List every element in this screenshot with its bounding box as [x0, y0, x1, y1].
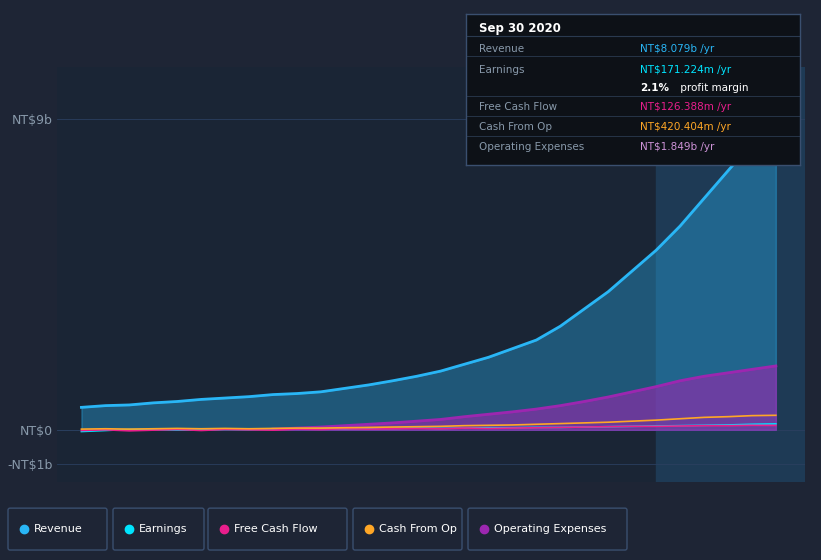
Text: NT$1.849b /yr: NT$1.849b /yr — [640, 142, 714, 152]
Text: Revenue: Revenue — [34, 524, 83, 534]
Text: NT$171.224m /yr: NT$171.224m /yr — [640, 64, 731, 74]
Text: profit margin: profit margin — [677, 83, 748, 93]
Text: NT$126.388m /yr: NT$126.388m /yr — [640, 102, 731, 113]
Text: Earnings: Earnings — [479, 64, 525, 74]
Text: Revenue: Revenue — [479, 44, 524, 54]
Text: Free Cash Flow: Free Cash Flow — [479, 102, 557, 113]
Text: 2.1%: 2.1% — [640, 83, 668, 93]
Text: Earnings: Earnings — [139, 524, 187, 534]
FancyBboxPatch shape — [468, 508, 627, 550]
Text: Sep 30 2020: Sep 30 2020 — [479, 22, 561, 35]
Text: Cash From Op: Cash From Op — [479, 122, 552, 132]
FancyBboxPatch shape — [208, 508, 347, 550]
Text: NT$420.404m /yr: NT$420.404m /yr — [640, 122, 731, 132]
FancyBboxPatch shape — [353, 508, 462, 550]
Text: Free Cash Flow: Free Cash Flow — [234, 524, 318, 534]
Bar — [656, 67, 805, 482]
Text: Operating Expenses: Operating Expenses — [479, 142, 585, 152]
Text: NT$8.079b /yr: NT$8.079b /yr — [640, 44, 714, 54]
FancyBboxPatch shape — [113, 508, 204, 550]
Text: Operating Expenses: Operating Expenses — [494, 524, 607, 534]
Text: Cash From Op: Cash From Op — [379, 524, 456, 534]
FancyBboxPatch shape — [8, 508, 107, 550]
